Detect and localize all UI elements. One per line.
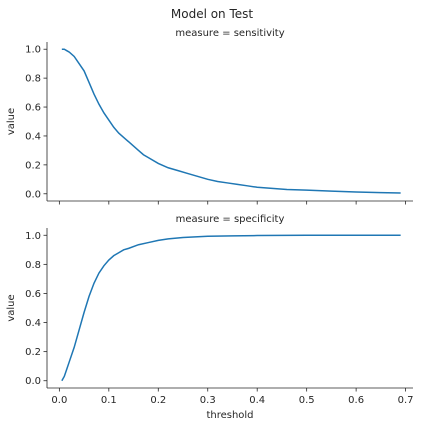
panel-title-specificity: measure = specificity	[176, 214, 285, 225]
panel-sensitivity: measure = sensitivity 0.0 0.2 0.4 0.6 0.8 1.0…	[6, 28, 413, 205]
x-tick-label: 0.1	[101, 395, 117, 406]
y-tick-label-sensitivity: 1.0	[25, 45, 41, 56]
y-tick-label-specificity: 0.0	[25, 376, 41, 387]
y-tick-label-sensitivity: 0.8	[25, 74, 41, 85]
y-tick-label-specificity: 1.0	[25, 231, 41, 242]
x-tick-label: 0.2	[150, 395, 166, 406]
y-axis-label-sensitivity: value	[6, 108, 17, 135]
x-axis-specificity: 0.0 0.1 0.2 0.3 0.4 0.5 0.6 0.7	[51, 388, 414, 406]
x-tick-label: 0.6	[348, 395, 364, 406]
chart-title: Model on Test	[171, 7, 254, 21]
y-tick-label-sensitivity: 0.2	[25, 160, 41, 171]
panel-title-sensitivity: measure = sensitivity	[175, 28, 284, 39]
y-tick-label-sensitivity: 0.0	[25, 189, 41, 200]
y-tick-label-specificity: 0.6	[25, 289, 41, 300]
y-tick-label-specificity: 0.8	[25, 260, 41, 271]
x-tick-label: 0.3	[200, 395, 216, 406]
x-tick-label: 0.0	[51, 395, 67, 406]
y-axis-label-specificity: value	[6, 294, 17, 321]
x-tick-label: 0.7	[398, 395, 414, 406]
y-tick-label-specificity: 0.2	[25, 347, 41, 358]
x-axis-sensitivity	[58, 201, 406, 205]
panel-specificity: measure = specificity 0.0 0.2 0.4 0.6 0.8 1.0…	[6, 214, 414, 406]
y-axis-sensitivity: 0.0 0.2 0.4 0.6 0.8 1.0	[25, 45, 47, 200]
x-axis-label: threshold	[206, 410, 253, 421]
series-line-specificity	[61, 234, 401, 382]
y-tick-label-sensitivity: 0.6	[25, 103, 41, 114]
y-axis-specificity: 0.0 0.2 0.4 0.6 0.8 1.0	[25, 231, 47, 387]
x-tick-label: 0.4	[249, 395, 265, 406]
series-line-sensitivity	[61, 48, 401, 194]
y-tick-label-specificity: 0.4	[25, 318, 41, 329]
x-tick-label: 0.5	[299, 395, 315, 406]
y-tick-label-sensitivity: 0.4	[25, 131, 41, 142]
